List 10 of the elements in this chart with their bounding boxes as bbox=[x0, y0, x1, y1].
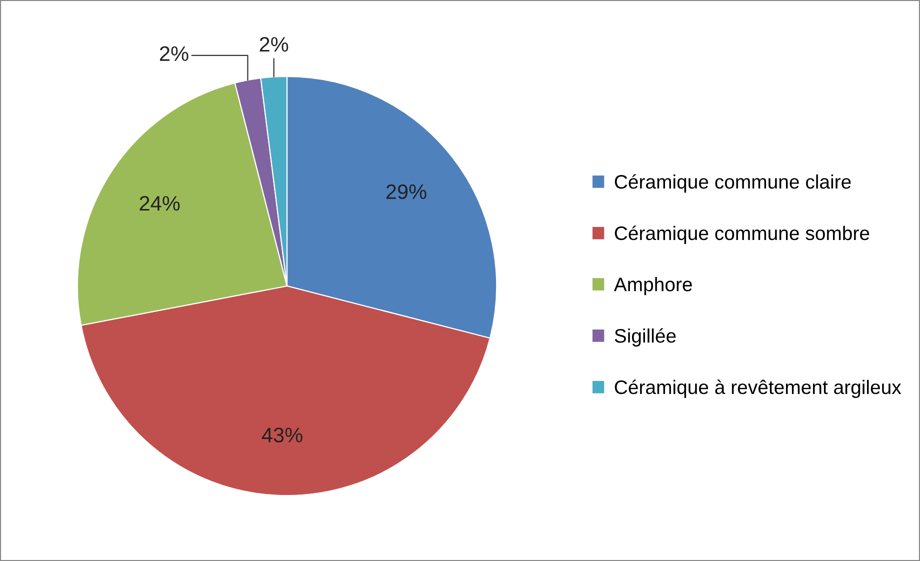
legend-label: Céramique commune sombre bbox=[614, 226, 870, 244]
legend-label: Céramique commune claire bbox=[614, 174, 851, 193]
data-label: 2% bbox=[260, 36, 288, 52]
data-label: 43% bbox=[262, 428, 302, 442]
legend-label: Amphore bbox=[614, 277, 692, 296]
data-label: 24% bbox=[140, 196, 180, 211]
legend-label: Céramique à revêtement argileux bbox=[614, 380, 902, 398]
legend-label: Sigillée bbox=[614, 328, 676, 347]
data-label: 2% bbox=[160, 46, 188, 61]
data-label: 29% bbox=[386, 184, 426, 200]
